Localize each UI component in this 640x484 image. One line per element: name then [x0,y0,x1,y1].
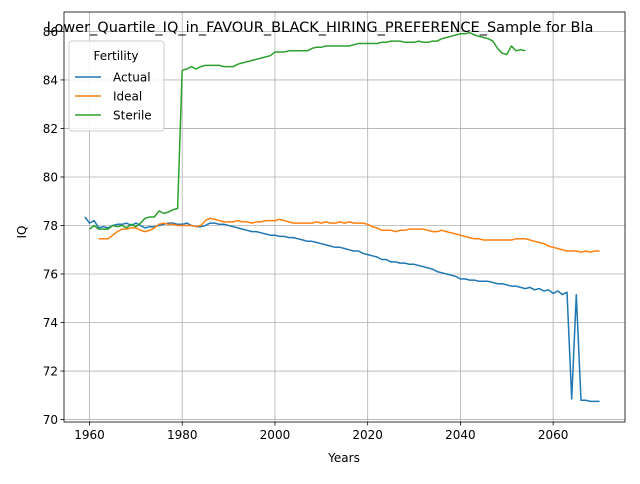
x-tick-label: 1980 [167,428,198,442]
x-axis-label: Years [327,451,360,465]
legend-label-ideal: Ideal [113,90,142,104]
y-tick-label: 74 [43,316,58,330]
series-lines [84,31,600,403]
y-axis-label: IQ [15,226,29,239]
y-tick-label: 70 [43,413,58,427]
x-tick-label: 2000 [260,428,291,442]
x-tick-label: 1960 [74,428,105,442]
chart-title: Lower_Quartile_IQ_in_FAVOUR_BLACK_HIRING… [47,20,594,36]
x-axis-ticks: 1960 1980 2000 2020 2040 2060 [74,422,568,442]
legend: Fertility Actual Ideal Sterile [68,40,165,132]
y-axis-ticks: 70 72 74 76 78 80 82 84 86 [43,25,64,427]
legend-title: Fertility [93,49,138,63]
y-tick-label: 86 [43,25,58,39]
y-tick-label: 76 [43,268,58,282]
y-tick-label: 82 [43,122,58,136]
x-tick-label: 2040 [445,428,476,442]
series-line-sterile [89,31,526,230]
x-tick-label: 2020 [352,428,383,442]
x-tick-label: 2060 [538,428,569,442]
series-line-actual [84,216,600,403]
y-tick-label: 78 [43,219,58,233]
legend-items: Actual Ideal Sterile [75,71,152,123]
y-tick-label: 80 [43,170,58,184]
legend-label-actual: Actual [113,71,151,85]
y-tick-label: 72 [43,365,58,379]
legend-box [68,40,165,132]
plot-frame [63,11,626,423]
y-tick-label: 84 [43,73,58,87]
legend-label-sterile: Sterile [113,109,152,123]
grid [64,12,625,422]
series-line-ideal [98,217,600,253]
